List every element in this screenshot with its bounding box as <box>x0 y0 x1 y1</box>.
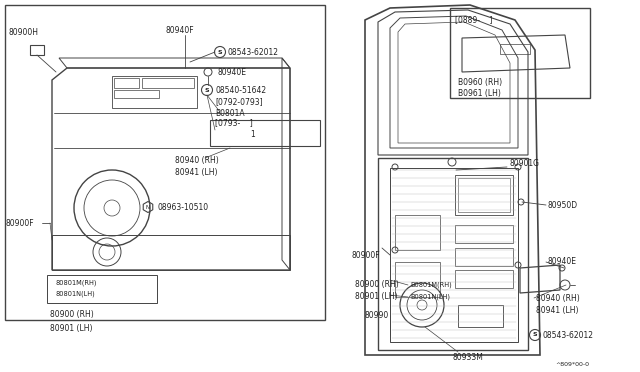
Text: B0801M(RH): B0801M(RH) <box>410 282 452 288</box>
Text: S: S <box>205 87 209 93</box>
Text: S: S <box>218 49 222 55</box>
Bar <box>455 175 513 215</box>
Text: 80900 (RH): 80900 (RH) <box>355 280 399 289</box>
Text: 80901G: 80901G <box>510 158 540 167</box>
Text: 80900F: 80900F <box>5 218 34 228</box>
Bar <box>458 178 510 212</box>
Text: 1: 1 <box>250 129 255 138</box>
Text: B0961 (LH): B0961 (LH) <box>458 89 501 97</box>
Text: 08540-51642: 08540-51642 <box>215 86 266 94</box>
Text: N: N <box>146 205 150 209</box>
Bar <box>395 262 440 297</box>
Text: B0801N(LH): B0801N(LH) <box>410 294 450 300</box>
Text: [0793-    ]: [0793- ] <box>215 119 253 128</box>
Bar <box>450 8 590 98</box>
Bar <box>455 270 513 288</box>
Text: [0889-    ]: [0889- ] <box>455 16 493 25</box>
Bar <box>5 5 325 320</box>
Bar <box>114 78 139 88</box>
Text: 80941 (LH): 80941 (LH) <box>175 167 218 176</box>
Text: [0792-0793]: [0792-0793] <box>215 97 262 106</box>
Bar <box>455 225 513 243</box>
Text: 80940E: 80940E <box>548 257 577 266</box>
Text: 08963-10510: 08963-10510 <box>157 202 208 212</box>
Text: 80990: 80990 <box>365 311 389 320</box>
Text: B0801A: B0801A <box>215 109 244 118</box>
Text: 80940E: 80940E <box>218 67 247 77</box>
Bar <box>47 275 157 303</box>
Text: 80940 (RH): 80940 (RH) <box>536 294 580 302</box>
Text: 80900 (RH): 80900 (RH) <box>50 311 93 320</box>
Bar <box>458 305 503 327</box>
Bar <box>395 215 440 250</box>
Bar <box>112 76 197 108</box>
Text: ^809*00-0: ^809*00-0 <box>555 362 589 368</box>
Text: 80940F: 80940F <box>165 26 194 35</box>
Text: 08543-62012: 08543-62012 <box>228 48 279 57</box>
Text: 80933M: 80933M <box>453 353 484 362</box>
Bar <box>142 78 194 88</box>
Text: 80801N(LH): 80801N(LH) <box>55 291 95 297</box>
Text: 80900H: 80900H <box>8 28 38 36</box>
Text: 80950D: 80950D <box>548 201 578 209</box>
Bar <box>114 90 159 98</box>
Text: S: S <box>532 333 538 337</box>
Bar <box>30 45 44 55</box>
Text: 80900F: 80900F <box>352 250 381 260</box>
Bar <box>500 44 530 54</box>
Text: 80901 (LH): 80901 (LH) <box>50 324 93 333</box>
Text: 80941 (LH): 80941 (LH) <box>536 305 579 314</box>
Text: B0960 (RH): B0960 (RH) <box>458 77 502 87</box>
Text: 08543-62012: 08543-62012 <box>543 330 594 340</box>
Text: 80940 (RH): 80940 (RH) <box>175 155 219 164</box>
Text: 80801M(RH): 80801M(RH) <box>55 280 97 286</box>
Text: 80901 (LH): 80901 (LH) <box>355 292 397 301</box>
Bar <box>455 248 513 266</box>
